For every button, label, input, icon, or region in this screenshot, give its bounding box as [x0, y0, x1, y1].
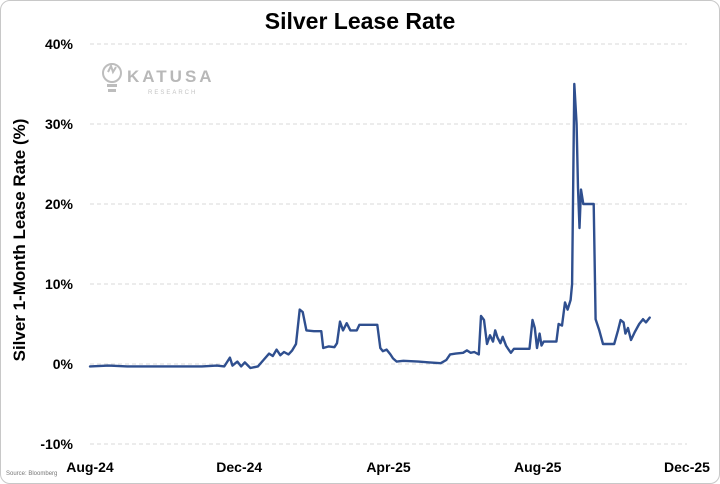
- katusa-logo: KATUSA RESEARCH: [102, 63, 215, 96]
- y-tick-label: 0%: [53, 356, 74, 372]
- y-tick-label: 30%: [45, 116, 74, 132]
- x-tick-label: Dec-24: [216, 459, 262, 475]
- y-tick-label: 20%: [45, 196, 74, 212]
- gridlines: [90, 43, 687, 445]
- x-tick-label: Aug-25: [514, 459, 562, 475]
- x-tick-labels: Aug-24 Dec-24 Apr-25 Aug-25 Dec-25: [66, 459, 710, 475]
- y-tick-labels: -10% 0% 10% 20% 30% 40%: [40, 36, 73, 452]
- logo-subtitle-text: RESEARCH: [148, 90, 197, 96]
- y-tick-label: 40%: [45, 36, 74, 52]
- lightbulb-icon: [102, 63, 122, 92]
- x-tick-label: Aug-24: [66, 459, 114, 475]
- logo-brand-text: KATUSA: [127, 67, 215, 86]
- source-note: Source: Bloomberg: [6, 471, 58, 477]
- x-tick-label: Apr-25: [366, 459, 411, 475]
- y-tick-label: 10%: [45, 276, 74, 292]
- series-line: [88, 82, 651, 370]
- x-tick-label: Dec-25: [664, 459, 710, 475]
- chart-title: Silver Lease Rate: [264, 8, 456, 34]
- y-tick-label: -10%: [40, 436, 73, 452]
